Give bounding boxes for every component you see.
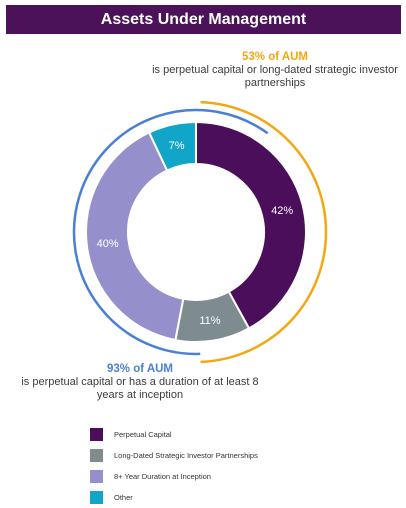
callout-top-highlight: 53% of AUM — [241, 51, 309, 63]
donut-slice — [147, 120, 197, 172]
legend-item: Other — [90, 487, 258, 508]
aum-93-bracket-arc — [72, 108, 269, 356]
legend-item: Long-Dated Strategic Investor Partnershi… — [90, 445, 258, 466]
chart-title: Assets Under Management — [100, 11, 307, 28]
legend-item: Perpetual Capital — [90, 424, 258, 445]
callout-top: 53% of AUM is perpetual capital or long-… — [130, 51, 406, 90]
slice-label: 42% — [271, 205, 293, 217]
slice-label: 11% — [199, 315, 220, 327]
callout-top-text: is perpetual capital or long-dated strat… — [152, 64, 398, 89]
legend-swatch — [90, 491, 103, 504]
legend-label: Long-Dated Strategic Investor Partnershi… — [114, 451, 258, 460]
legend-swatch — [90, 470, 103, 483]
legend-item: 8+ Year Duration at Inception — [90, 466, 258, 487]
legend-swatch — [90, 449, 103, 462]
donut-slice — [195, 120, 307, 330]
legend-label: Perpetual Capital — [114, 430, 172, 439]
slice-label: 40% — [97, 238, 119, 250]
callout-bottom-highlight: 93% of AUM — [106, 363, 174, 375]
donut-slice — [85, 131, 185, 342]
legend-label: 8+ Year Duration at Inception — [114, 472, 211, 481]
legend-swatch — [90, 428, 103, 441]
aum-53-bracket-arc — [200, 100, 328, 364]
chart-legend: Perpetual Capital Long-Dated Strategic In… — [90, 424, 258, 508]
callout-bottom-text: is perpetual capital or has a duration o… — [21, 376, 259, 401]
callout-bottom: 93% of AUM is perpetual capital or has a… — [10, 363, 270, 402]
slice-label: 7% — [169, 140, 185, 152]
legend-label: Other — [114, 493, 133, 502]
chart-header: Assets Under Management — [6, 5, 401, 34]
